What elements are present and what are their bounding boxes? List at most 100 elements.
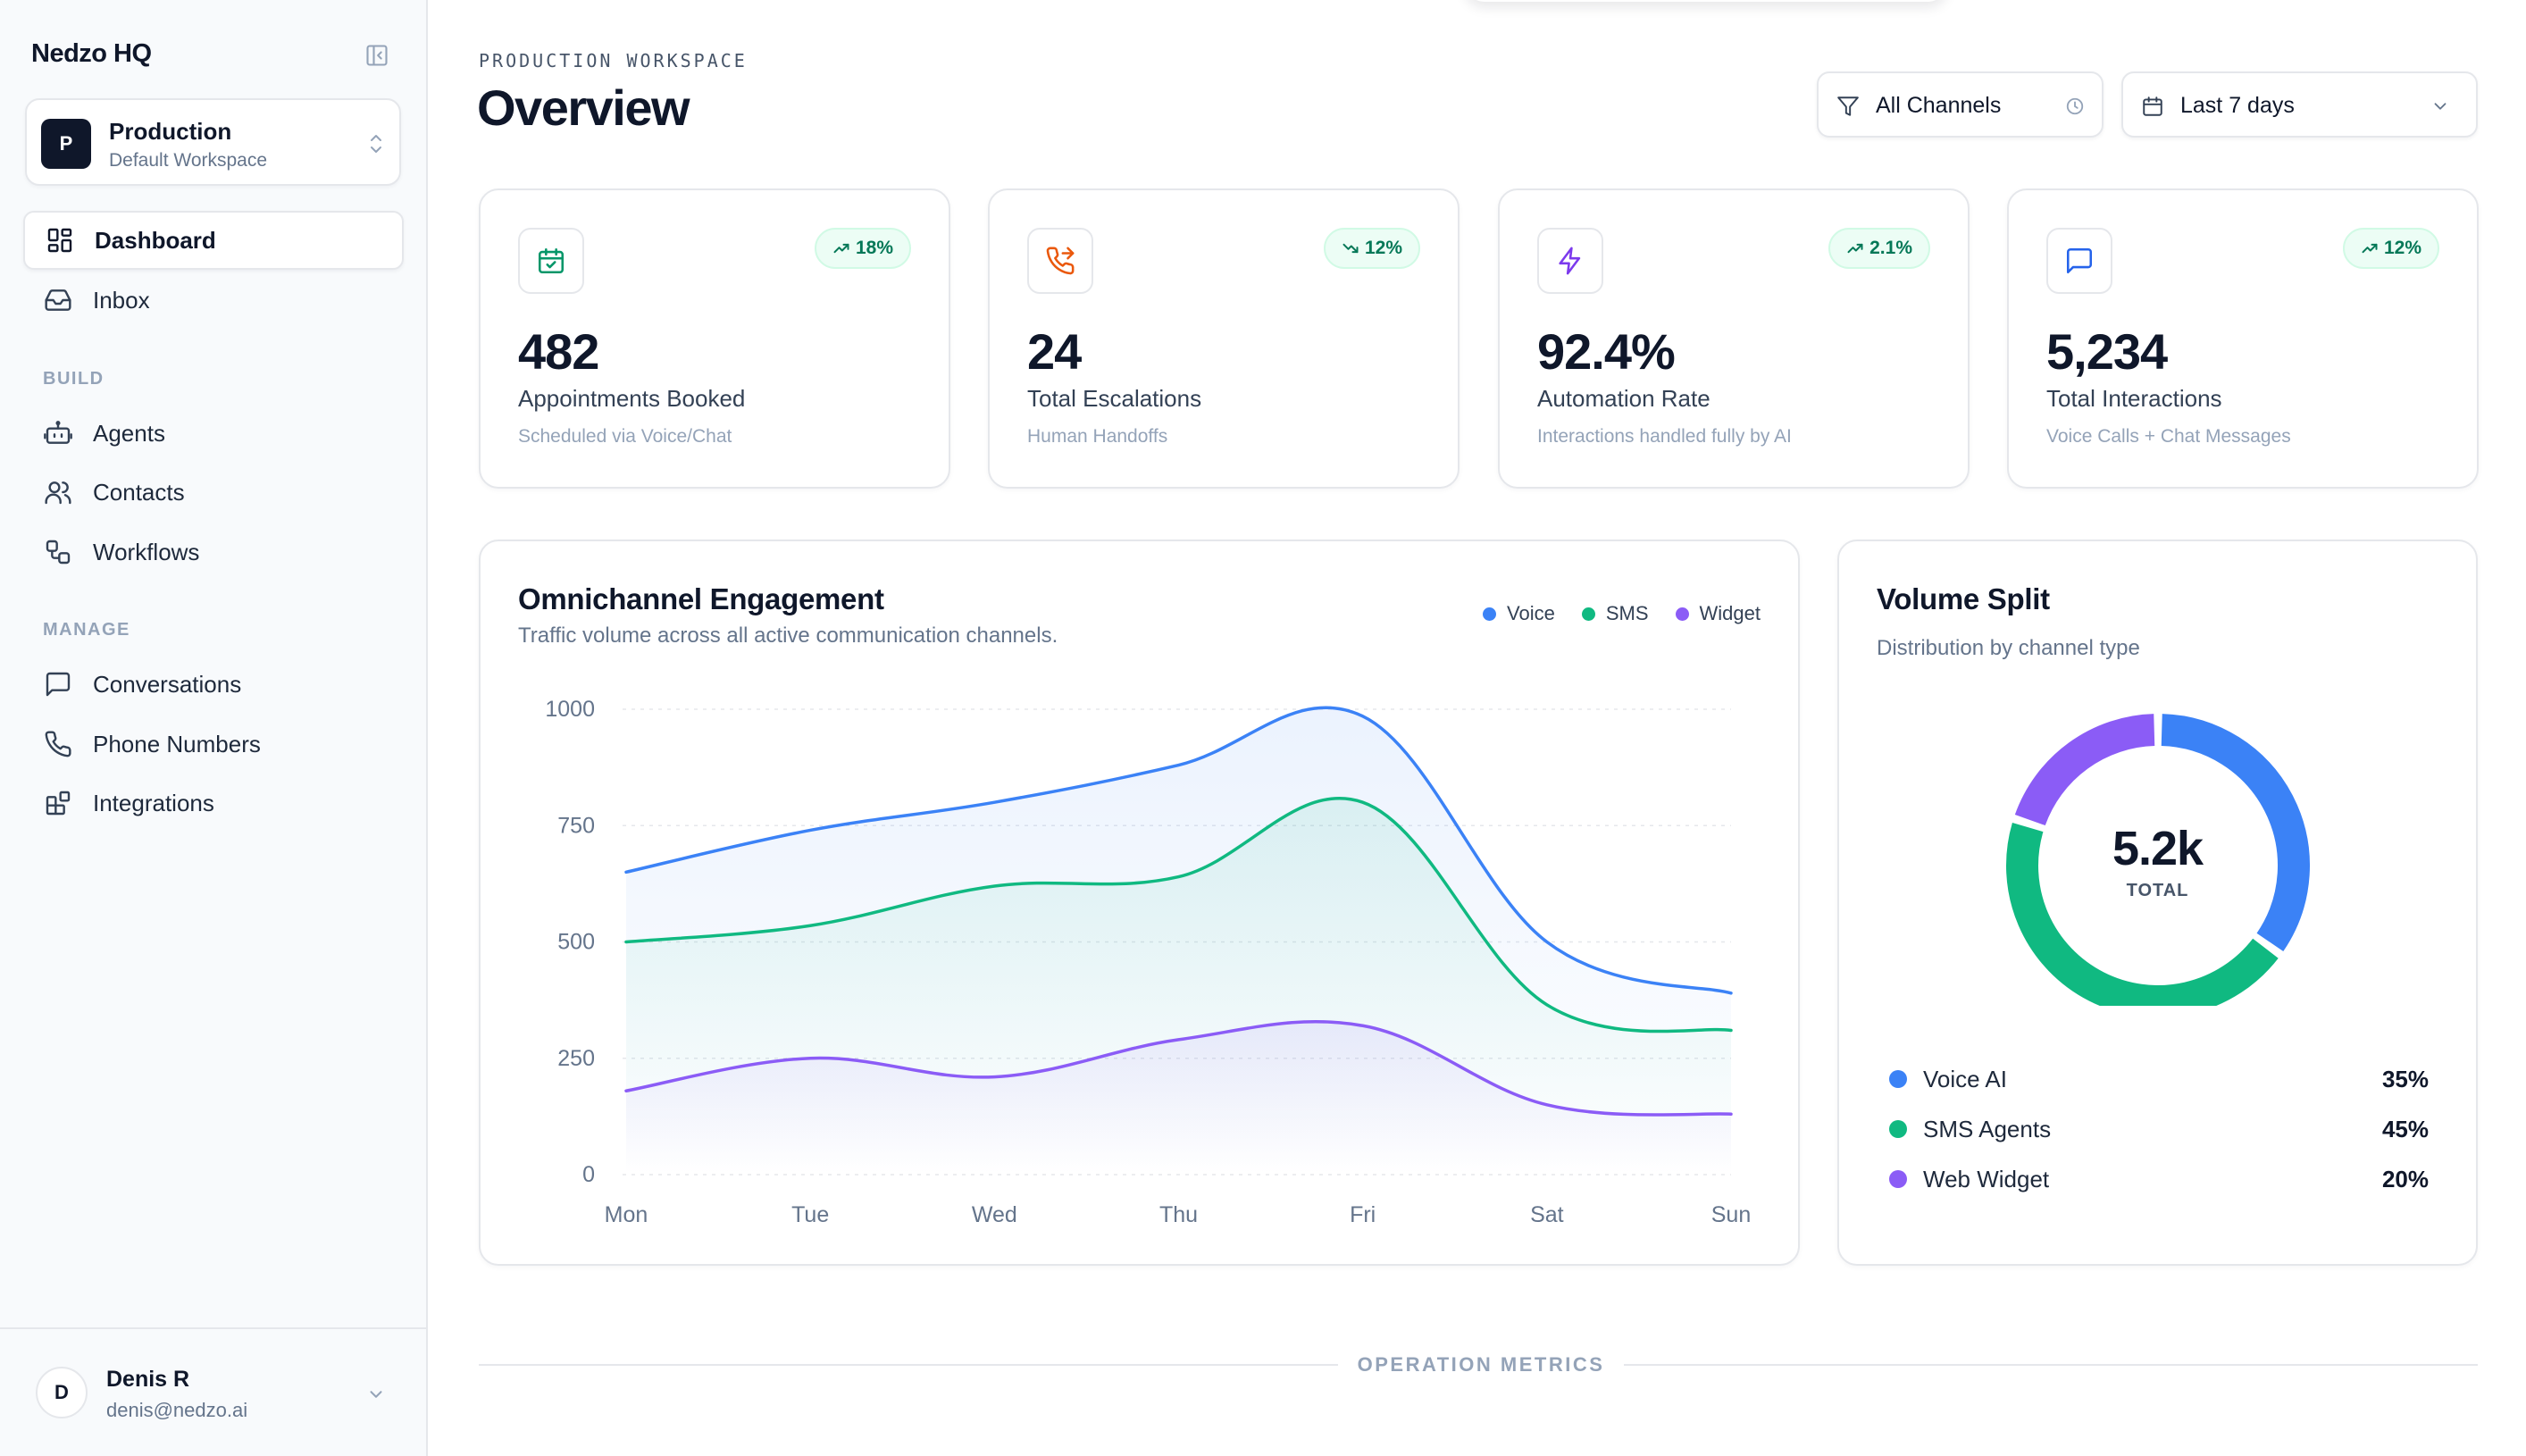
donut-chart [2006,714,2310,1006]
legend-item-sms[interactable]: SMS [1581,602,1649,625]
kpi-card-interactions: 12% 5,234 Total Interactions Voice Calls… [2007,188,2479,489]
volume-split-card: Volume Split Distribution by channel typ… [1837,540,2478,1266]
sidebar-item-phone-numbers[interactable]: Phone Numbers [23,715,404,774]
x-tick-label: Wed [972,1202,1017,1227]
donut-slice-voice-ai [2161,714,2310,952]
sidebar-item-label: Integrations [93,789,214,816]
workspace-subtitle: Default Workspace [109,150,268,171]
y-tick-label: 1000 [545,697,595,722]
zap-icon [1537,228,1603,294]
y-tick-label: 500 [557,930,595,955]
x-tick-label: Sun [1711,1202,1751,1227]
donut-total: 5.2k [2112,822,2204,875]
kpi-value: 92.4% [1537,323,1676,380]
sidebar-item-label: Conversations [93,670,242,698]
legend-item-widget[interactable]: Widget [1675,602,1761,625]
split-pct: 20% [2381,1165,2429,1192]
sidebar-item-agents[interactable]: Agents [23,404,404,463]
kpi-subtitle: Scheduled via Voice/Chat [518,426,732,447]
channel-filter-label: All Channels [1876,93,2002,118]
sidebar-item-label: Inbox [93,286,150,314]
inbox-icon [43,285,73,315]
chevrons-up-down-icon [366,130,386,157]
kpi-value: 5,234 [2046,323,2168,380]
workspace-switcher[interactable]: P Production Default Workspace [25,98,401,186]
x-tick-label: Tue [791,1202,829,1227]
workspace-avatar: P [41,119,91,169]
y-tick-label: 0 [582,1162,595,1187]
sidebar-item-contacts[interactable]: Contacts [23,463,404,522]
calendar-icon [2141,95,2164,118]
sidebar-item-workflows[interactable]: Workflows [23,523,404,582]
trending-up-icon [2362,243,2378,254]
kpi-subtitle: Voice Calls + Chat Messages [2046,426,2291,447]
grid-icon [45,225,75,255]
x-tick-label: Sat [1530,1202,1564,1227]
sidebar-item-label: Phone Numbers [93,730,261,757]
kpi-label: Automation Rate [1537,385,1710,412]
sidebar-item-conversations[interactable]: Conversations [23,655,404,714]
split-subtitle: Distribution by channel type [1877,636,2140,660]
split-row-widget: Web Widget 20% [1889,1161,2429,1197]
workspace-name: Production [109,118,232,145]
split-row-voice: Voice AI 35% [1889,1061,2429,1097]
kpi-card-appointments: 18% 482 Appointments Booked Scheduled vi… [479,188,950,489]
phone-forward-icon [1027,228,1093,294]
split-label: Web Widget [1923,1165,2050,1192]
section-label-manage: MANAGE [43,620,130,640]
split-row-sms: SMS Agents 45% [1889,1111,2429,1147]
message-icon [43,669,73,699]
series-line-sms [624,796,1733,1033]
chart-subtitle: Traffic volume across all active communi… [518,623,1058,648]
message-square-icon [2046,228,2112,294]
section-label-operation-metrics: OPERATION METRICS [1357,1353,1605,1376]
sidebar-item-label: Dashboard [95,226,216,254]
kpi-label: Total Interactions [2046,385,2222,412]
section-label-build: BUILD [43,369,105,389]
donut-slice-web-widget [2014,714,2155,826]
split-pct: 35% [2381,1065,2429,1092]
chevron-down-icon [2430,96,2450,116]
trending-down-icon [1342,243,1359,254]
chart-title: Omnichannel Engagement [518,582,884,615]
series-line-voice [624,706,1733,995]
sidebar-item-label: Workflows [93,538,200,565]
date-range-select[interactable]: Last 7 days [2121,71,2478,138]
kpi-value: 482 [518,323,599,380]
kpi-card-escalations: 12% 24 Total Escalations Human Handoffs [988,188,1460,489]
kpi-value: 24 [1027,323,1082,380]
brand-name: Nedzo HQ [31,39,152,68]
kpi-label: Appointments Booked [518,385,746,412]
sidebar-item-label: Contacts [93,478,185,506]
users-icon [43,477,73,507]
clock-icon [2065,96,2085,116]
channel-filter-button[interactable]: All Channels [1817,71,2104,138]
sidebar-item-dashboard[interactable]: Dashboard [23,211,404,270]
calendar-check-icon [518,228,584,294]
split-title: Volume Split [1877,582,2050,615]
floating-toast-edge [1465,0,1947,2]
split-pct: 45% [2381,1115,2429,1142]
chart-legend: Voice SMS Widget [1483,602,1761,625]
sidebar-item-inbox[interactable]: Inbox [23,271,404,330]
x-tick-label: Fri [1350,1202,1376,1227]
sidebar-item-integrations[interactable]: Integrations [23,774,404,833]
trending-up-icon [1847,243,1863,254]
split-label: SMS Agents [1923,1115,2052,1142]
sidebar-collapse-icon[interactable] [364,43,389,68]
user-email: denis@nedzo.ai [106,1399,248,1421]
voice-dot [1889,1070,1907,1088]
avatar: D [36,1367,88,1418]
bot-icon [43,418,73,448]
legend-item-voice[interactable]: Voice [1483,602,1555,625]
series-line-widget [624,1020,1733,1117]
kpi-label: Total Escalations [1027,385,1202,412]
user-menu[interactable]: D Denis R denis@nedzo.ai [0,1327,426,1456]
divider-right [1624,1364,2478,1366]
engagement-chart: 0 250 500 750 1000 Mon Tue Wed Thu Fri Sat Sun [545,697,1751,1227]
engagement-chart-card: 0 250 500 750 1000 Mon Tue Wed Thu Fri Sat Sun Omni… [479,540,1800,1266]
split-label: Voice AI [1923,1065,2007,1092]
phone-icon [43,729,73,759]
date-range-label: Last 7 days [2180,93,2295,118]
kpi-subtitle: Interactions handled fully by AI [1537,426,1792,447]
